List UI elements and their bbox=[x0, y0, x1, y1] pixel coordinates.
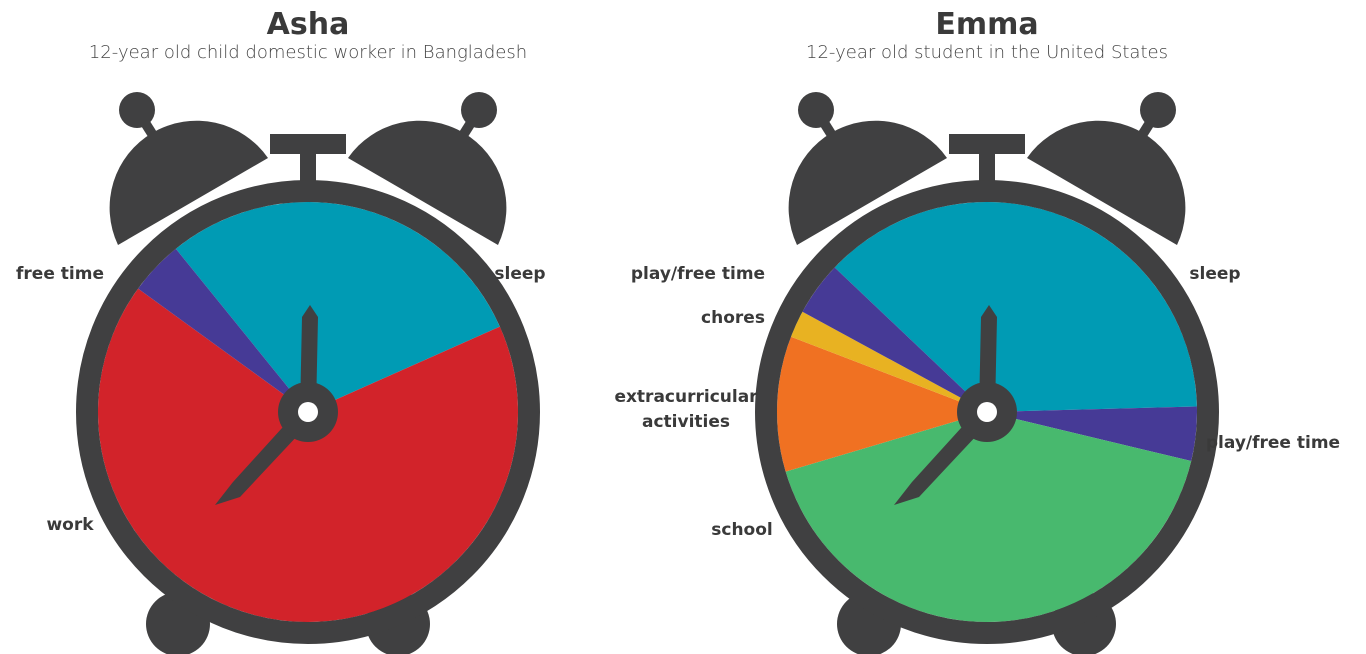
bell-knob bbox=[461, 92, 497, 128]
pie-slice bbox=[834, 202, 1197, 412]
bell-knob bbox=[1140, 92, 1176, 128]
slice-label: play/free time bbox=[630, 264, 766, 284]
bell bbox=[348, 120, 507, 245]
bell bbox=[788, 120, 947, 245]
clock-hub-dot bbox=[298, 402, 318, 422]
pie-slice bbox=[785, 412, 1192, 623]
chart-heading: Emma 12-year old student in the United St… bbox=[687, 8, 1287, 64]
pie-slice bbox=[802, 267, 987, 412]
pie-slice bbox=[790, 311, 987, 412]
slice-label: sleep bbox=[1189, 264, 1241, 284]
clock-ring bbox=[76, 180, 540, 644]
clock-top bbox=[270, 134, 346, 154]
slice-label: extracurricular activities bbox=[614, 387, 758, 432]
pie-slice bbox=[987, 406, 1197, 462]
bell-knob bbox=[798, 92, 834, 128]
bell bbox=[109, 120, 268, 245]
slice-label: work bbox=[46, 515, 94, 535]
pie-slice bbox=[98, 288, 518, 622]
chart-subtitle: 12-year old child domestic worker in Ban… bbox=[88, 42, 528, 63]
slice-label: chores bbox=[701, 308, 765, 328]
bell-knob bbox=[119, 92, 155, 128]
slice-label: free time bbox=[16, 264, 104, 284]
pie-slice bbox=[776, 336, 987, 472]
slice-label: sleep bbox=[494, 264, 546, 284]
chart-title: Emma bbox=[935, 7, 1039, 42]
clock-ring bbox=[755, 180, 1219, 644]
chart-subtitle: 12-year old student in the United States bbox=[806, 42, 1168, 63]
chart-heading: Asha 12-year old child domestic worker in… bbox=[8, 8, 608, 64]
slice-label: school bbox=[711, 520, 773, 540]
clock-top bbox=[949, 134, 1025, 154]
pie-slice bbox=[175, 201, 500, 412]
bell bbox=[1027, 120, 1186, 245]
slice-label: play/free time bbox=[1205, 433, 1341, 453]
chart-title: Asha bbox=[266, 7, 350, 42]
pie-slice bbox=[138, 248, 308, 412]
clock-hub-dot bbox=[977, 402, 997, 422]
